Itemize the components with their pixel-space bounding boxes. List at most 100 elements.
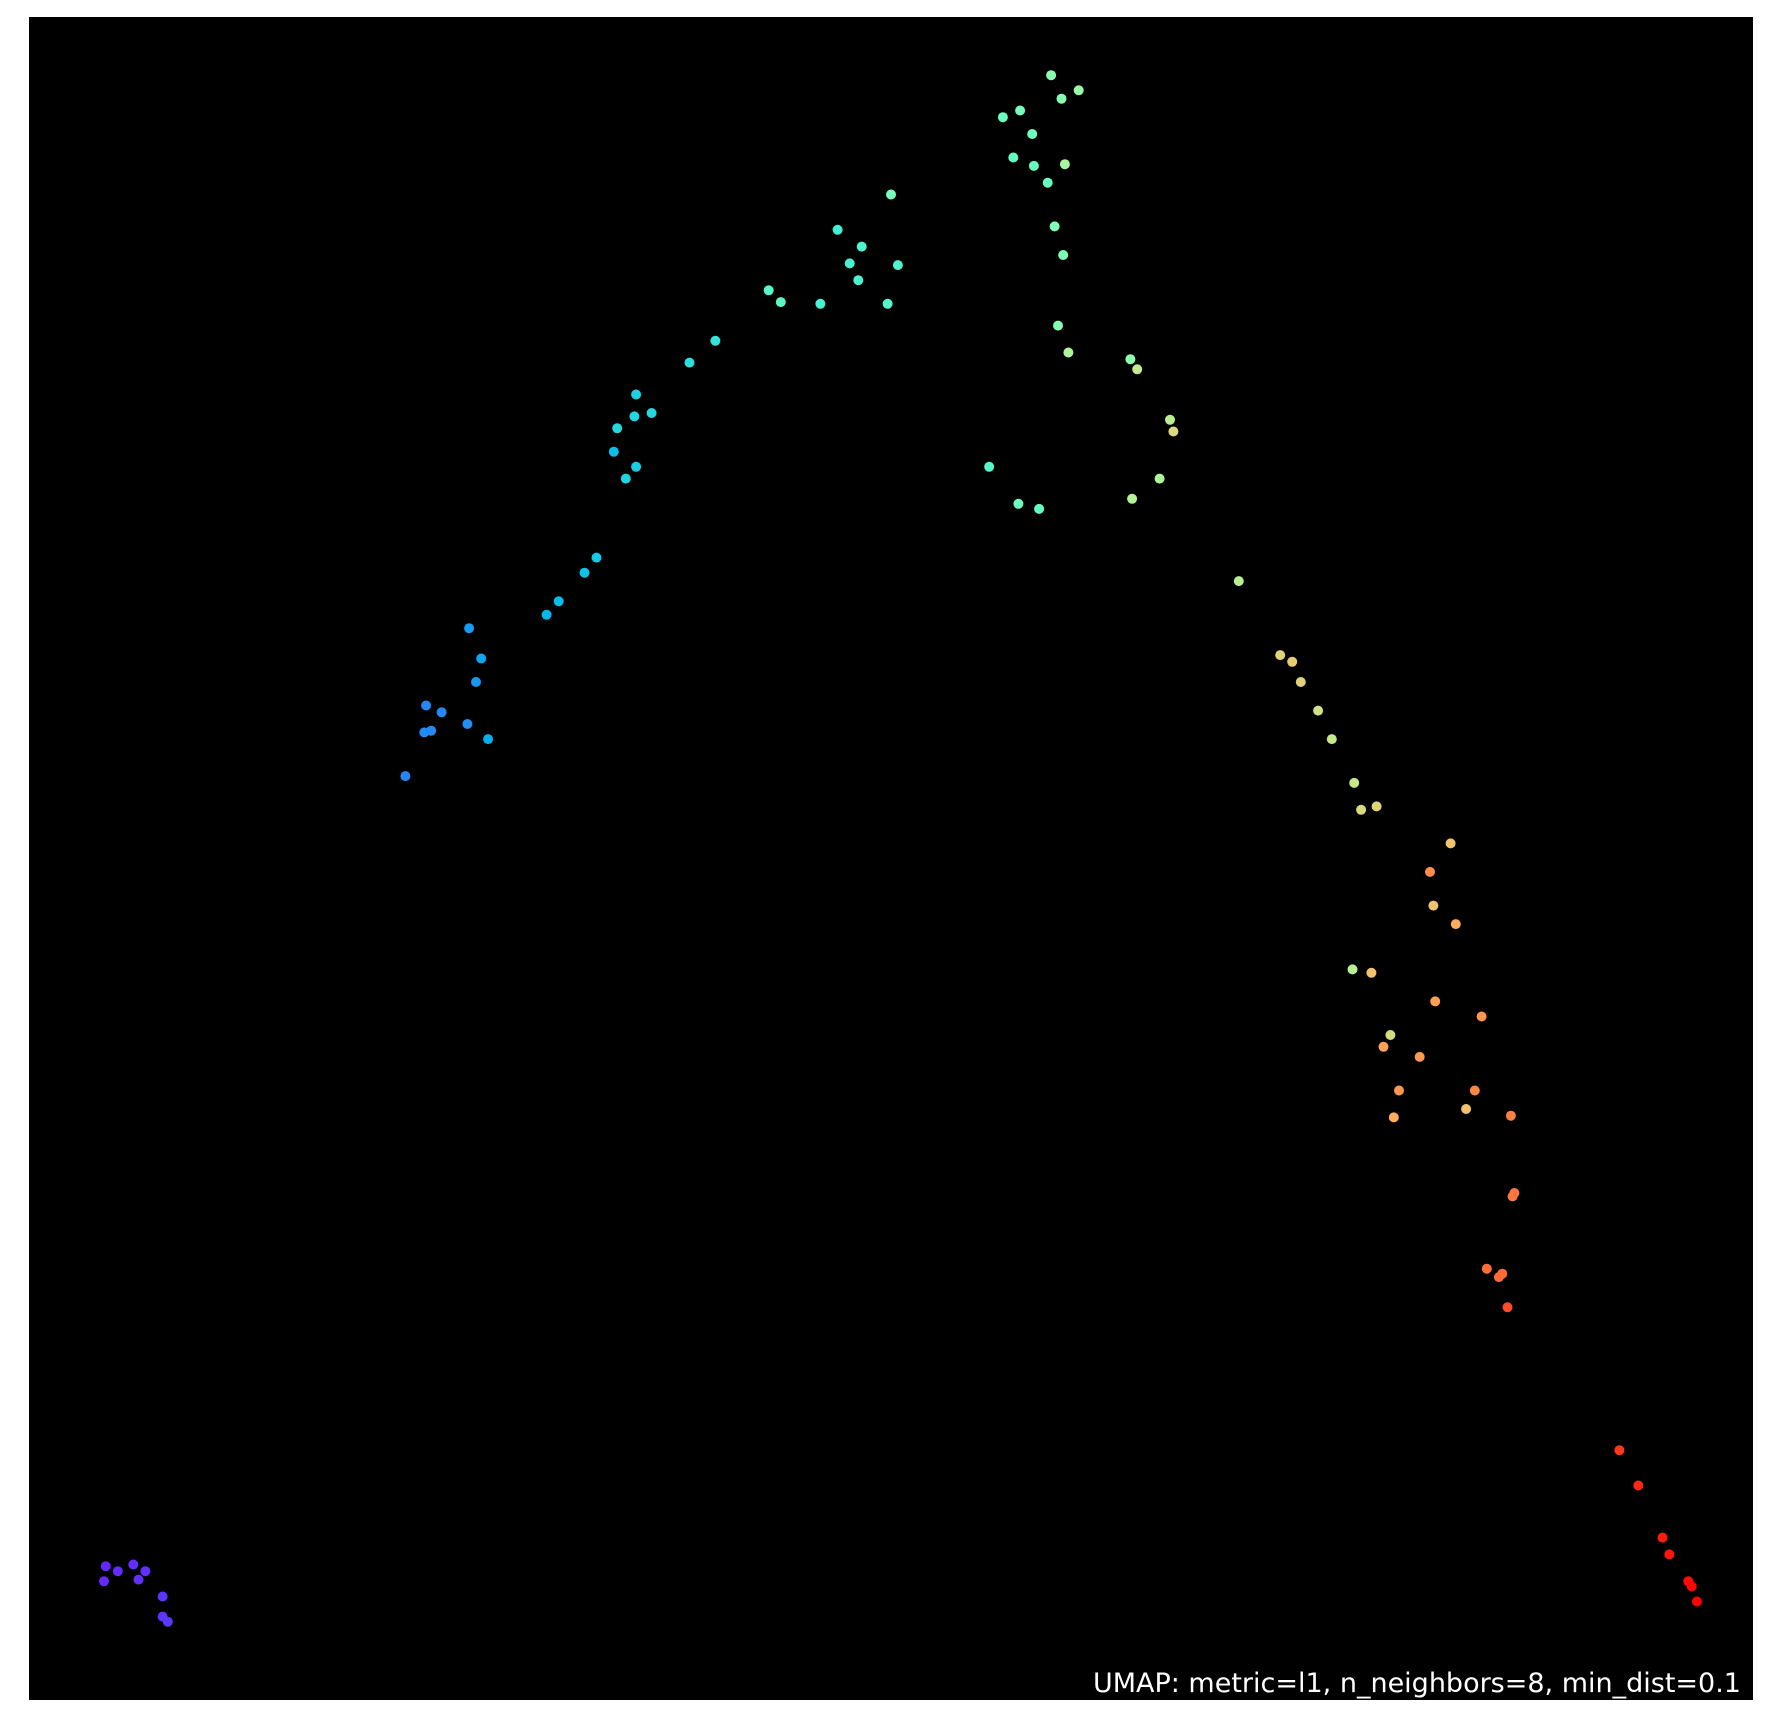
scatter-point: [1356, 804, 1367, 815]
scatter-point: [775, 297, 786, 308]
plot-area: [29, 17, 1753, 1700]
scatter-point: [541, 609, 552, 620]
scatter-point: [856, 241, 867, 252]
scatter-point: [1063, 347, 1074, 358]
scatter-point: [1295, 677, 1306, 687]
scatter-point: [612, 423, 623, 434]
scatter-point: [464, 623, 475, 634]
scatter-point: [1394, 1085, 1404, 1096]
scatter-point: [1168, 426, 1179, 437]
scatter-point: [1013, 498, 1024, 509]
scatter-point: [631, 389, 642, 400]
scatter-point: [421, 700, 432, 711]
scatter-point: [162, 1616, 173, 1627]
scatter-point: [844, 258, 855, 269]
scatter-point: [462, 719, 473, 729]
scatter-point: [1347, 964, 1358, 975]
scatter-point: [157, 1591, 168, 1602]
scatter-point: [629, 411, 640, 422]
scatter-point: [1476, 1011, 1487, 1022]
scatter-point: [815, 298, 826, 309]
scatter-point: [1388, 1112, 1399, 1123]
scatter-point: [426, 725, 437, 736]
scatter-point: [1430, 996, 1441, 1007]
scatter-point: [1425, 866, 1435, 877]
scatter-point: [832, 224, 843, 235]
scatter-point: [1614, 1445, 1625, 1456]
scatter-point: [99, 1576, 109, 1587]
scatter-point: [1034, 503, 1045, 514]
scatter-point: [1371, 801, 1382, 812]
scatter-point: [1042, 177, 1053, 188]
scatter-point: [1469, 1085, 1480, 1096]
scatter-point: [1505, 1110, 1516, 1121]
scatter-point: [1481, 1263, 1492, 1274]
scatter-point: [1349, 777, 1360, 788]
scatter-point: [1008, 152, 1019, 163]
scatter-point: [1445, 838, 1456, 849]
scatter-point: [1233, 576, 1244, 587]
scatter-point: [1414, 1051, 1425, 1062]
scatter-point: [1287, 656, 1298, 667]
scatter-point: [1132, 364, 1143, 375]
scatter-point: [1125, 354, 1136, 365]
scatter-point: [984, 461, 995, 472]
scatter-point: [1073, 85, 1084, 96]
scatter-point: [128, 1559, 139, 1570]
scatter-point: [620, 473, 631, 484]
scatter-point: [476, 653, 487, 664]
scatter-point: [1056, 93, 1067, 104]
scatter-point: [1502, 1302, 1513, 1313]
scatter-point: [100, 1561, 111, 1572]
scatter-point: [710, 335, 721, 346]
scatter-point: [1058, 250, 1069, 260]
scatter-point: [684, 357, 695, 368]
scatter-point: [631, 461, 642, 472]
scatter-point: [591, 552, 602, 563]
scatter-point: [1385, 1030, 1396, 1040]
scatter-point: [646, 408, 657, 418]
scatter-point: [1015, 105, 1026, 116]
scatter-point: [1378, 1041, 1389, 1052]
scatter-point: [1275, 650, 1286, 661]
scatter-point: [1509, 1188, 1520, 1198]
scatter-point: [1154, 473, 1165, 484]
scatter-point: [1657, 1532, 1668, 1543]
scatter-point: [1497, 1268, 1508, 1279]
scatter-point: [1313, 705, 1324, 716]
scatter-point: [1428, 900, 1439, 911]
scatter-point: [1366, 967, 1377, 978]
scatter-point: [886, 189, 896, 200]
scatter-point: [1028, 160, 1039, 171]
points-layer: [99, 70, 1702, 1627]
scatter-point: [1664, 1549, 1675, 1560]
scatter-point: [892, 260, 903, 271]
scatter-point: [400, 771, 411, 782]
scatter-point: [436, 707, 447, 718]
scatter-point: [483, 734, 494, 745]
scatter-point: [1326, 734, 1337, 745]
scatter-point: [608, 446, 619, 457]
scatter-point: [1049, 221, 1060, 232]
scatter-point: [1027, 129, 1038, 139]
scatter-point: [1633, 1480, 1644, 1491]
scatter-point: [112, 1566, 123, 1577]
scatter-point: [1165, 414, 1175, 425]
scatter-point: [882, 298, 893, 309]
scatter-point: [1046, 70, 1057, 81]
scatter-point: [1053, 320, 1063, 331]
scatter-point: [1059, 159, 1070, 170]
scatter-point: [763, 285, 774, 296]
scatter-point: [853, 275, 864, 286]
scatter-point: [1461, 1104, 1472, 1114]
scatter-point: [997, 112, 1008, 123]
chart-caption: UMAP: metric=l1, n_neighbors=8, min_dist…: [1092, 1668, 1741, 1699]
scatter-point: [140, 1566, 151, 1577]
scatter-point: [133, 1574, 144, 1585]
scatter-point: [1691, 1596, 1702, 1607]
scatter-point: [471, 677, 481, 687]
scatter-point: [1450, 919, 1461, 930]
scatter-point: [553, 596, 564, 607]
